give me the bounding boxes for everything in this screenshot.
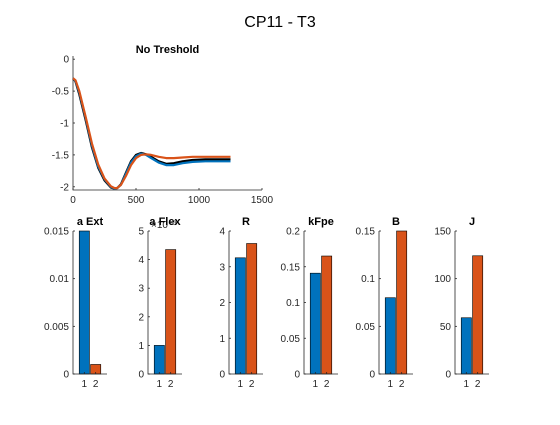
bar-chart-title: a Flex <box>149 216 181 228</box>
y-tick-label: -0.5 <box>52 87 70 98</box>
bar-chart-axes <box>379 231 413 374</box>
x-tick-label: 1 <box>313 379 319 390</box>
bar-chart-axes <box>304 231 338 374</box>
x-tick-label: 2 <box>399 379 405 390</box>
bar-chart-title: a Ext <box>77 216 104 228</box>
y-tick-label: 150 <box>434 227 451 238</box>
bar-chart-4: 0 0.05 0.1 0.15 0.2 1 2 kFpe <box>281 216 338 390</box>
bar-1 <box>154 345 164 374</box>
y-tick-label: 50 <box>440 322 452 333</box>
y-tick-label: 2 <box>138 312 144 323</box>
x-tick-label: 2 <box>475 379 481 390</box>
y-tick-label: 0 <box>294 370 300 381</box>
x-tick-label: 1 <box>388 379 394 390</box>
y-tick-label: 0 <box>63 370 69 381</box>
x-tick-label: 1 <box>464 379 470 390</box>
y-tick-label: 0 <box>138 370 144 381</box>
bar-2 <box>473 256 483 374</box>
y-tick-label: 0 <box>369 370 375 381</box>
y-tick-label: 4 <box>219 227 225 238</box>
y-tick-label: -2 <box>60 182 69 193</box>
y-tick-label: 0.005 <box>44 322 69 333</box>
bar-1 <box>79 231 89 374</box>
line-chart: No Treshold 0 500 1000 1500 0 -0.5 -1 -1.5 -2 <box>52 44 274 206</box>
y-tick-label: 1 <box>219 334 225 345</box>
bar-chart-title: J <box>469 216 475 228</box>
y-tick-label: 4 <box>138 255 144 266</box>
bar-chart-1: 0 0.005 0.01 0.015 1 2 a Ext <box>44 216 107 390</box>
bar-chart-title: R <box>242 216 250 228</box>
y-tick-label: 0.2 <box>286 227 300 238</box>
x-tick-label: 1000 <box>188 195 211 206</box>
y-tick-label: 0.015 <box>44 227 69 238</box>
bar-chart-axes <box>73 231 107 374</box>
y-tick-label: 0.1 <box>286 298 300 309</box>
bar-chart-axes <box>229 231 263 374</box>
bar-1 <box>310 273 320 374</box>
y-tick-label: -1 <box>60 119 69 130</box>
bar-1 <box>385 298 395 374</box>
x-tick-label: 2 <box>168 379 174 390</box>
x-tick-label: 2 <box>93 379 99 390</box>
x-tick-label: 2 <box>249 379 255 390</box>
x-tick-label: 1 <box>238 379 244 390</box>
y-tick-label: 0 <box>63 55 69 66</box>
x-tick-label: 0 <box>70 195 76 206</box>
series-line-2 <box>73 78 231 188</box>
y-tick-label: 5 <box>138 227 144 238</box>
y-tick-label: 2 <box>219 298 225 309</box>
bar-chart-title: B <box>392 216 400 228</box>
y-tick-label: -1.5 <box>52 150 70 161</box>
x-tick-label: 500 <box>128 195 145 206</box>
bar-chart-title: kFpe <box>308 216 334 228</box>
x-tick-label: 1 <box>157 379 163 390</box>
y-tick-label: 100 <box>434 274 451 285</box>
bar-2 <box>247 244 257 374</box>
y-tick-label: 0.05 <box>281 334 301 345</box>
line-chart-title: No Treshold <box>136 44 200 56</box>
bar-chart-axes <box>148 231 182 374</box>
y-tick-label: 0.15 <box>356 227 376 238</box>
bar-2 <box>166 250 176 374</box>
y-tick-label: 0.05 <box>356 322 376 333</box>
series-line-3 <box>73 78 231 188</box>
bar-2 <box>397 231 407 374</box>
x-tick-label: 1 <box>82 379 88 390</box>
y-tick-label: 0.01 <box>50 274 70 285</box>
y-tick-label: 0.15 <box>281 262 301 273</box>
figure-title: CP11 - T3 <box>244 14 316 31</box>
y-tick-label: 0 <box>219 370 225 381</box>
y-tick-label: 0.1 <box>361 274 375 285</box>
x-tick-label: 1500 <box>251 195 274 206</box>
bar-2 <box>322 256 332 374</box>
x-tick-label: 2 <box>324 379 330 390</box>
bar-chart-5: 0 0.05 0.1 0.15 1 2 B <box>356 216 413 390</box>
bar-chart-6: 0 50 100 150 1 2 J <box>434 216 489 390</box>
series-line-1 <box>73 78 231 188</box>
y-tick-label: 1 <box>138 341 144 352</box>
y-tick-label: 3 <box>219 262 225 273</box>
bar-1 <box>235 258 245 374</box>
y-tick-label: 0 <box>445 370 451 381</box>
y-tick-label: 3 <box>138 284 144 295</box>
bar-1 <box>461 318 471 374</box>
bar-chart-axes <box>455 231 489 374</box>
